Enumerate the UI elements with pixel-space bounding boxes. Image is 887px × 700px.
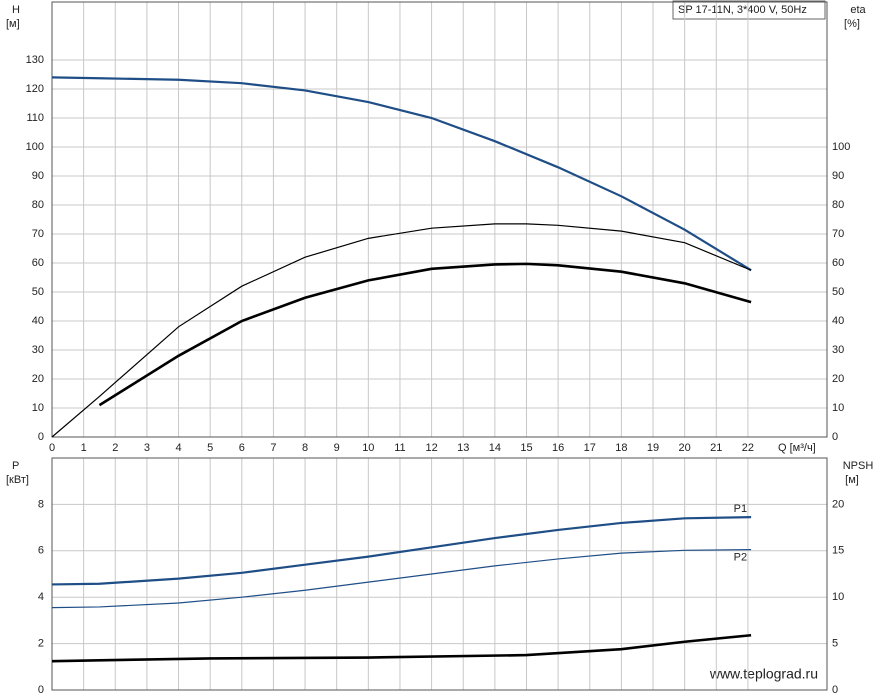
y-tick-label: 110 (26, 112, 44, 124)
x-tick-label: 13 (457, 442, 469, 454)
title-box (672, 0, 826, 20)
x-tick-label: 18 (615, 442, 627, 454)
series-label: P1 (734, 503, 747, 515)
x-tick-label: 2 (112, 442, 118, 454)
x-tick-label: 5 (207, 442, 213, 454)
x-tick-label: 15 (520, 442, 532, 454)
y-tick-label: 2 (38, 638, 44, 650)
x-tick-label: 8 (302, 442, 308, 454)
curve (51, 633, 752, 663)
x-tick-label: 10 (362, 442, 374, 454)
y-tick-label: 70 (32, 228, 44, 240)
x-tick-label: 1 (81, 442, 87, 454)
y-tick-label: 120 (26, 83, 44, 95)
x-tick-label: 20 (679, 442, 691, 454)
curve (98, 262, 752, 407)
y-tick-label: 20 (32, 373, 44, 385)
y2-tick-label: 0 (832, 684, 838, 696)
y2-axis-label: eta (850, 4, 866, 16)
y2-tick-label: 100 (832, 141, 850, 153)
x-tick-label: 3 (144, 442, 150, 454)
y2-tick-label: 30 (832, 344, 844, 356)
y2-tick-label: 40 (832, 315, 844, 327)
y-axis-label: H (12, 4, 20, 16)
y2-tick-label: 10 (832, 591, 844, 603)
y2-tick-label: 20 (832, 373, 844, 385)
curve (51, 516, 752, 586)
y2-axis-unit: [м] (845, 474, 859, 486)
y-tick-label: 130 (26, 54, 44, 66)
y-tick-label: 40 (32, 315, 44, 327)
x-tick-label: 12 (425, 442, 437, 454)
series-label: P2 (734, 552, 747, 564)
x-tick-label: 16 (552, 442, 564, 454)
x-tick-label: 21 (710, 442, 722, 454)
y2-axis-label: NPSH (843, 460, 874, 472)
y-tick-label: 0 (38, 684, 44, 696)
y-tick-label: 50 (32, 286, 44, 298)
y-axis-unit: [кВт] (6, 474, 29, 486)
y2-tick-label: 10 (832, 402, 844, 414)
x-tick-label: 14 (489, 442, 501, 454)
watermark: www.teplograd.ru (709, 666, 818, 682)
curve (51, 223, 752, 438)
y2-tick-label: 70 (832, 228, 844, 240)
x-tick-label: 11 (394, 442, 405, 454)
y-tick-label: 8 (38, 498, 44, 510)
y-tick-label: 90 (32, 170, 44, 182)
y-axis-label: P (12, 460, 19, 472)
y2-tick-label: 20 (832, 498, 844, 510)
x-tick-label: 4 (175, 442, 181, 454)
y-tick-label: 30 (32, 344, 44, 356)
y-tick-label: 6 (38, 545, 44, 557)
plot-frame (51, 1, 828, 438)
y-axis-unit: [м] (6, 18, 20, 30)
x-tick-label: 6 (239, 442, 245, 454)
y-tick-label: 80 (32, 199, 44, 211)
y2-tick-label: 80 (832, 199, 844, 211)
y-tick-label: 60 (32, 257, 44, 269)
y2-tick-label: 50 (832, 286, 844, 298)
y2-tick-label: 5 (832, 638, 838, 650)
curve (51, 549, 752, 609)
y2-tick-label: 0 (832, 431, 838, 443)
x-tick-label: 0 (49, 442, 55, 454)
x-tick-label: 22 (742, 442, 754, 454)
curve (51, 76, 752, 272)
y-tick-label: 4 (38, 591, 44, 603)
y2-tick-label: 60 (832, 257, 844, 269)
y2-tick-label: 15 (832, 545, 844, 557)
plot-frame (51, 457, 828, 691)
y-tick-label: 10 (32, 402, 44, 414)
x-tick-label: 9 (334, 442, 340, 454)
y-tick-label: 0 (38, 431, 44, 443)
x-axis-label: Q [м³/ч] (778, 442, 816, 454)
x-tick-label: 19 (647, 442, 659, 454)
y2-tick-label: 90 (832, 170, 844, 182)
y2-axis-unit: [%] (844, 18, 860, 30)
title: SP 17-11N, 3*400 V, 50Hz (678, 4, 807, 16)
y-tick-label: 100 (26, 141, 44, 153)
x-tick-label: 17 (584, 442, 596, 454)
x-tick-label: 7 (270, 442, 276, 454)
